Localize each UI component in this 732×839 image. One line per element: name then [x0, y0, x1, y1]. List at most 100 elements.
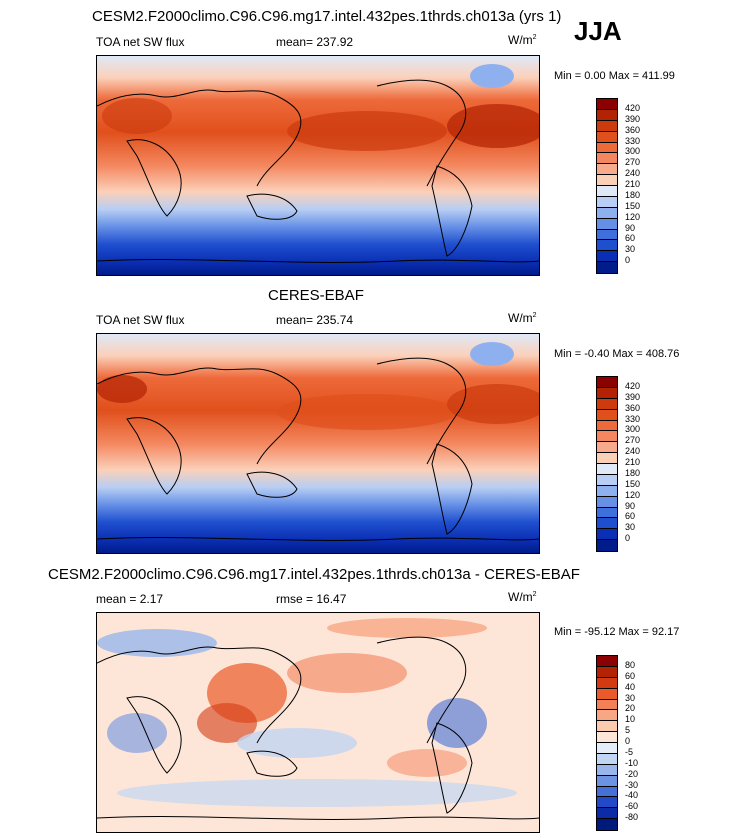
colorbar-tick-label: 90 — [625, 500, 636, 511]
colorbar-swatch — [597, 420, 617, 432]
colorbar-tick-label: 30 — [625, 244, 636, 255]
colorbar-tick-label: 270 — [625, 435, 641, 446]
colorbar-swatch — [597, 699, 617, 711]
colorbar-swatch — [597, 775, 617, 787]
colorbar-swatch — [597, 398, 617, 410]
colorbar-swatch — [597, 442, 617, 454]
colorbar-tick-label: -30 — [625, 779, 639, 790]
colorbar-swatch — [597, 164, 617, 176]
colorbar-swatch — [597, 218, 617, 230]
colorbar-swatch — [597, 153, 617, 165]
colorbar-tick-label: -5 — [625, 746, 634, 757]
colorbar-tick-label: 150 — [625, 200, 641, 211]
panel2-title: CERES-EBAF — [268, 287, 364, 304]
colorbar-swatch — [597, 186, 617, 197]
colorbar-swatch — [597, 120, 617, 132]
panel2-units: W/m2 — [508, 311, 537, 325]
colorbar-tick-label: 360 — [625, 402, 641, 413]
colorbar-swatch — [597, 518, 617, 530]
colorbar-tick-label: 60 — [625, 670, 636, 681]
colorbar-swatch — [597, 688, 617, 700]
colorbar-swatch — [597, 656, 617, 667]
panel3-map — [96, 612, 540, 833]
panel1-title: CESM2.F2000climo.C96.C96.mg17.intel.432p… — [92, 8, 562, 25]
colorbar-swatch — [597, 464, 617, 475]
colorbar-swatch — [597, 819, 617, 830]
colorbar-tick-label: 80 — [625, 659, 636, 670]
colorbar-swatch — [597, 797, 617, 809]
colorbar-tick-label: 420 — [625, 380, 641, 391]
colorbar-tick-label: 390 — [625, 113, 641, 124]
colorbar-tick-label: 330 — [625, 135, 641, 146]
colorbar-swatch — [597, 251, 617, 263]
colorbar-tick-label: 420 — [625, 102, 641, 113]
colorbar-tick-label: 0 — [625, 736, 631, 746]
colorbar-tick-label: 60 — [625, 511, 636, 522]
colorbar-tick-label: -60 — [625, 801, 639, 812]
colorbar-swatch — [597, 710, 617, 722]
colorbar-swatch — [597, 732, 617, 743]
colorbar-tick-label: 30 — [625, 522, 636, 533]
panel1-variable-label: TOA net SW flux — [96, 35, 185, 49]
colorbar-tick-label: 360 — [625, 124, 641, 135]
colorbar-tick-label: 0 — [625, 533, 631, 544]
panel3-mean-label: mean = 2.17 — [96, 592, 164, 606]
colorbar-tick-label: 240 — [625, 168, 641, 179]
panel3-colorbar — [596, 655, 618, 831]
colorbar-tick-label: 90 — [625, 222, 636, 233]
panel3-units: W/m2 — [508, 590, 537, 604]
colorbar-tick-label: 30 — [625, 692, 636, 703]
colorbar-swatch — [597, 262, 617, 273]
colorbar-swatch — [597, 786, 617, 798]
colorbar-tick-label: 390 — [625, 391, 641, 402]
colorbar-swatch — [597, 142, 617, 154]
colorbar-swatch — [597, 753, 617, 765]
colorbar-swatch — [597, 175, 617, 186]
colorbar-tick-label: 180 — [625, 189, 641, 200]
panel3-title: CESM2.F2000climo.C96.C96.mg17.intel.432p… — [48, 566, 580, 583]
colorbar-swatch — [597, 409, 617, 421]
panel2-field-svg — [97, 334, 539, 553]
colorbar-swatch — [597, 453, 617, 464]
colorbar-swatch — [597, 229, 617, 241]
panel1-mean-label: mean= 237.92 — [276, 35, 354, 49]
colorbar-tick-label: 150 — [625, 478, 641, 489]
panel1-colorbar — [596, 98, 618, 274]
panel2-mean-label: mean= 235.74 — [276, 313, 354, 327]
colorbar-tick-label: 180 — [625, 467, 641, 478]
colorbar-swatch — [597, 99, 617, 110]
panel3-min-max: Min = -95.12 Max = 92.17 — [554, 626, 680, 638]
panel2-colorbar — [596, 376, 618, 552]
panel3-field-svg — [97, 613, 539, 832]
colorbar-tick-label: 5 — [625, 725, 631, 736]
colorbar-swatch — [597, 109, 617, 121]
panel1-min-max: Min = 0.00 Max = 411.99 — [554, 70, 675, 82]
colorbar-tick-label: 270 — [625, 157, 641, 168]
colorbar-tick-label: 10 — [625, 714, 636, 725]
colorbar-tick-label: 330 — [625, 413, 641, 424]
colorbar-swatch — [597, 721, 617, 733]
panel3-rmse-label: rmse = 16.47 — [276, 592, 347, 606]
panel2-map — [96, 333, 540, 554]
colorbar-swatch — [597, 743, 617, 754]
colorbar-tick-label: 120 — [625, 489, 641, 500]
colorbar-swatch — [597, 196, 617, 208]
colorbar-swatch — [597, 808, 617, 820]
season-label: JJA — [574, 16, 622, 46]
panel1-map — [96, 55, 540, 276]
colorbar-swatch — [597, 240, 617, 252]
colorbar-swatch — [597, 540, 617, 551]
colorbar-tick-label: 60 — [625, 233, 636, 244]
panel2-variable-label: TOA net SW flux — [96, 313, 185, 327]
colorbar-tick-label: 40 — [625, 681, 636, 692]
colorbar-swatch — [597, 485, 617, 497]
colorbar-swatch — [597, 207, 617, 219]
colorbar-swatch — [597, 496, 617, 508]
colorbar-swatch — [597, 764, 617, 776]
colorbar-swatch — [597, 377, 617, 388]
colorbar-swatch — [597, 529, 617, 541]
colorbar-swatch — [597, 507, 617, 519]
colorbar-swatch — [597, 474, 617, 486]
colorbar-swatch — [597, 131, 617, 143]
colorbar-tick-label: 20 — [625, 703, 636, 714]
